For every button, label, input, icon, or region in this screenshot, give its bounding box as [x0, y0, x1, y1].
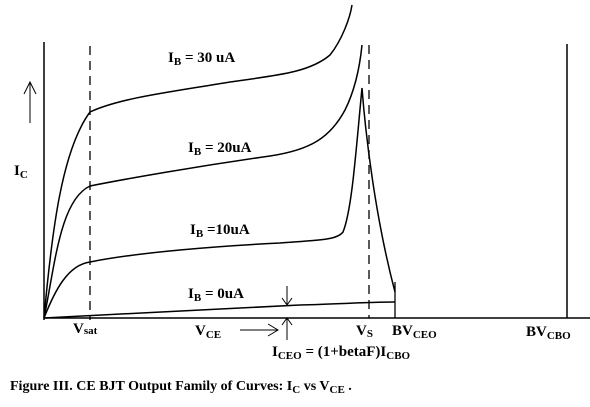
- ic-axis-arrow: [23, 80, 37, 123]
- bvceo-label: BVCEO: [392, 323, 437, 341]
- curve-label-ib-20ua: IB = 20uA: [188, 140, 252, 158]
- curve-label-ib-0ua: IB = 0uA: [188, 286, 244, 304]
- vce-axis-label: VCE: [195, 323, 221, 341]
- iceo-equation: ICEO = (1+betaF)ICBO: [272, 344, 411, 362]
- vsat-label: Vsat: [73, 321, 98, 337]
- curve-ib-10ua: [43, 87, 396, 319]
- curve-ib-30ua: [43, 4, 353, 319]
- vs-label: VS: [356, 323, 373, 340]
- curve-label-ib-30ua: IB = 30 uA: [168, 50, 235, 68]
- vce-axis-arrow: [240, 323, 279, 337]
- curve-ib-0ua: [43, 301, 396, 319]
- figure-caption: Figure III. CE BJT Output Family of Curv…: [10, 379, 352, 396]
- bvcbo-label: BVCBO: [526, 324, 571, 342]
- curve-label-ib-10ua: IB =10uA: [190, 222, 250, 240]
- iceo-gap-arrows: [281, 286, 293, 340]
- curve-ib-20ua: [43, 44, 363, 319]
- ic-axis-label: IC: [14, 163, 28, 181]
